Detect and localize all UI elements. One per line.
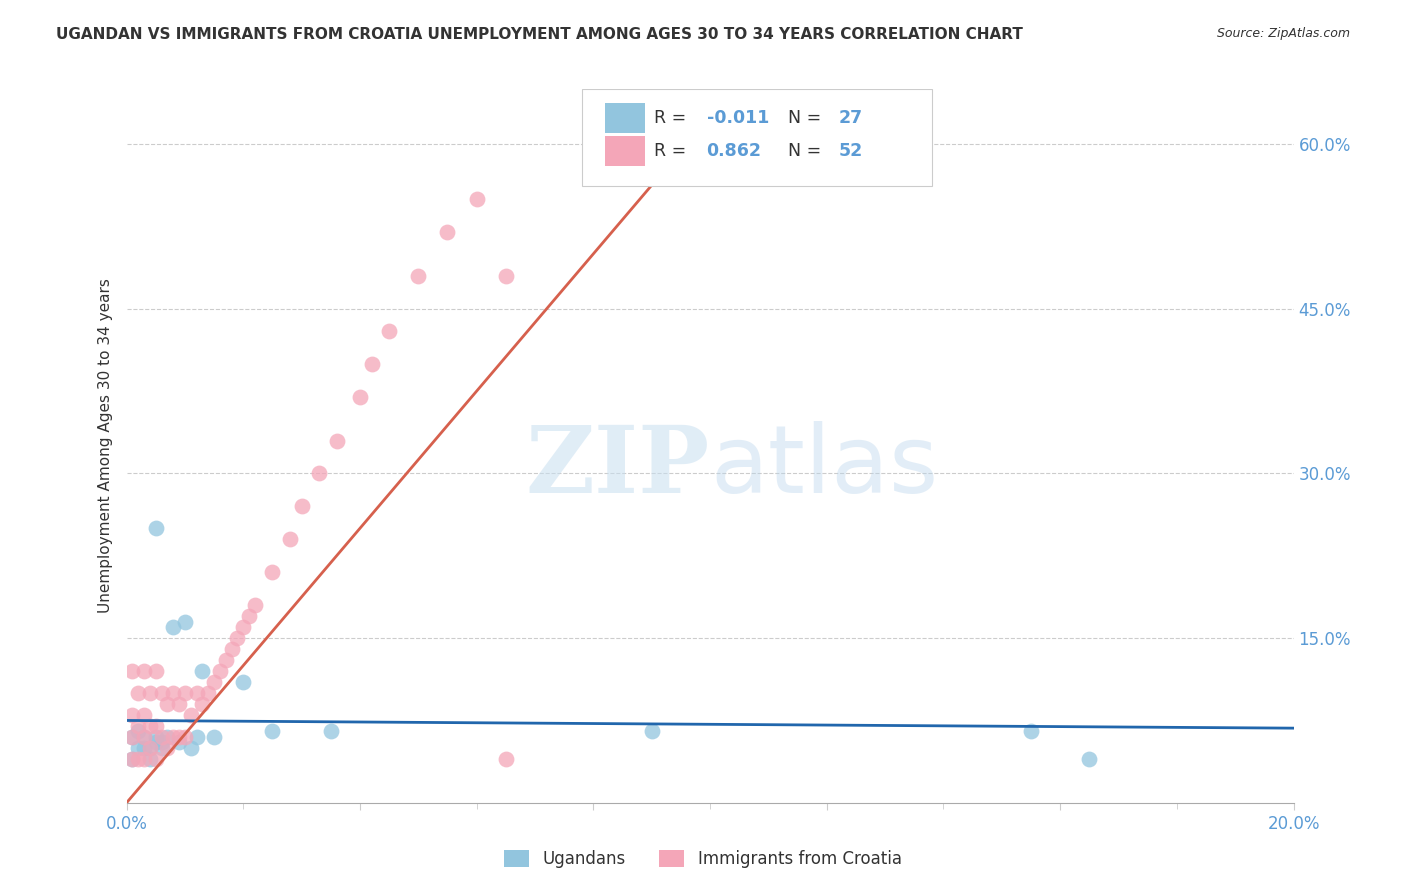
Point [174,730,197,744]
Point [174,686,197,700]
Point [360,357,382,371]
Point [150,740,173,755]
Point [145,719,167,733]
Point [132,708,155,723]
Point [150,730,173,744]
Point [139,752,162,766]
Point [127,724,149,739]
Point [215,653,238,667]
Point [191,697,214,711]
Point [197,686,219,700]
Point [1019,724,1042,739]
Point [139,719,162,733]
Point [180,708,202,723]
Point [162,730,184,744]
Point [150,735,173,749]
Text: N =: N = [789,110,827,128]
Point [145,735,167,749]
Point [436,225,458,239]
Point [167,730,190,744]
Point [145,752,167,766]
Point [121,664,143,678]
Point [162,620,184,634]
Point [167,735,190,749]
Point [208,664,231,678]
Legend: Ugandans, Immigrants from Croatia: Ugandans, Immigrants from Croatia [498,843,908,875]
Point [139,740,162,755]
Point [465,192,488,206]
Point [495,268,517,283]
Point [262,724,284,739]
FancyBboxPatch shape [605,136,645,166]
Point [145,730,167,744]
Point [139,686,162,700]
Point [127,719,149,733]
Text: 0.862: 0.862 [707,142,762,160]
Text: UGANDAN VS IMMIGRANTS FROM CROATIA UNEMPLOYMENT AMONG AGES 30 TO 34 YEARS CORREL: UGANDAN VS IMMIGRANTS FROM CROATIA UNEMP… [56,27,1024,42]
Point [221,642,243,657]
Text: N =: N = [789,142,827,160]
FancyBboxPatch shape [605,103,645,134]
Point [262,566,284,580]
Point [156,740,179,755]
Point [167,697,190,711]
Point [191,664,214,678]
Point [139,740,162,755]
Point [202,730,225,744]
Y-axis label: Unemployment Among Ages 30 to 34 years: Unemployment Among Ages 30 to 34 years [97,278,112,614]
Point [121,752,143,766]
Point [162,686,184,700]
Point [127,740,149,755]
FancyBboxPatch shape [582,89,932,186]
Point [121,708,143,723]
Point [232,675,254,690]
Text: atlas: atlas [710,421,938,514]
Point [156,697,179,711]
Point [121,752,143,766]
Text: Source: ZipAtlas.com: Source: ZipAtlas.com [1216,27,1350,40]
Point [378,324,401,338]
Point [121,730,143,744]
Point [186,686,208,700]
Point [319,724,342,739]
Point [127,686,149,700]
Point [186,730,208,744]
Point [278,533,301,547]
Point [232,620,254,634]
Point [145,664,167,678]
Point [132,752,155,766]
Point [202,675,225,690]
Point [121,730,143,744]
Point [408,268,430,283]
Point [180,740,202,755]
Point [640,724,664,739]
Point [1078,752,1101,766]
Point [349,390,371,404]
Point [226,631,249,645]
Point [238,609,260,624]
Point [243,598,266,612]
Point [174,615,197,629]
Point [132,664,155,678]
Point [150,686,173,700]
Text: ZIP: ZIP [526,423,710,512]
Text: R =: R = [654,110,692,128]
Text: R =: R = [654,142,692,160]
Point [127,752,149,766]
Point [495,752,517,766]
Point [308,467,330,481]
Text: -0.011: -0.011 [707,110,769,128]
Text: 52: 52 [838,142,863,160]
Point [132,740,155,755]
Point [132,730,155,744]
Point [145,521,167,535]
Point [156,730,179,744]
Point [290,500,312,514]
Text: 27: 27 [838,110,862,128]
Point [132,730,155,744]
Point [325,434,347,448]
